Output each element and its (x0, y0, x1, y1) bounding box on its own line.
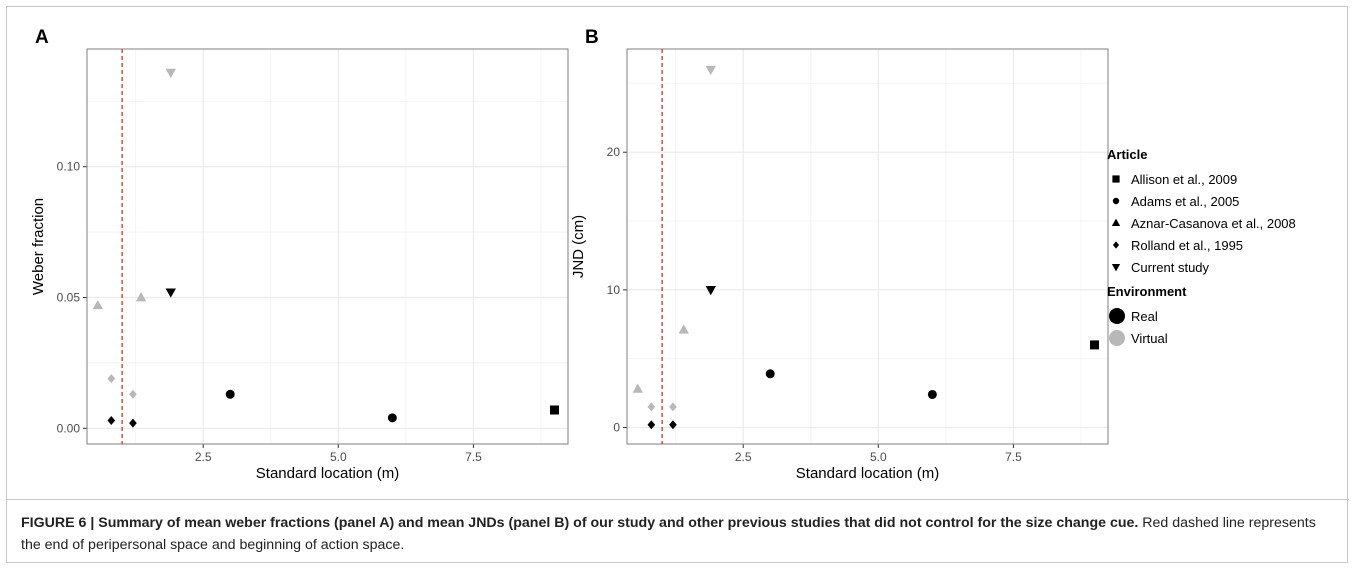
x-tick-label: 2.5 (735, 450, 752, 464)
data-point (165, 68, 176, 78)
data-point (647, 402, 656, 412)
legend-label: Virtual (1131, 330, 1168, 346)
legend-article-title: Article (1107, 147, 1148, 162)
data-point (678, 324, 689, 334)
data-point (669, 420, 677, 430)
data-point (135, 292, 147, 302)
data-point (1089, 340, 1099, 350)
legend-marker (1109, 330, 1125, 346)
panel-b-letter: B (585, 27, 599, 48)
caption-bold: FIGURE 6 | Summary of mean weber fractio… (21, 515, 1139, 531)
x-axis-label: Standard location (m) (796, 465, 939, 482)
legend-key (1112, 197, 1120, 205)
legend-item: Real (1107, 305, 1296, 327)
x-axis-label: Standard location (m) (256, 465, 399, 482)
data-point (549, 405, 559, 415)
caption-text: Red dashed line represents the end of pe… (21, 515, 1316, 553)
data-point (92, 299, 103, 310)
legend-item: Aznar-Casanova et al., 2008 (1107, 212, 1296, 234)
legend-label: Current study (1131, 259, 1210, 275)
panel-border (86, 48, 569, 445)
data-point (387, 413, 397, 423)
legend-marker (1112, 241, 1120, 249)
chart-canvas: 2.5 5.0 7.5 0.00 0.05 0.10 Standard location (… (30, 48, 1109, 482)
legend-marker (1111, 218, 1121, 227)
data-point (765, 369, 775, 379)
data-point (647, 420, 656, 430)
legend-marker (1112, 197, 1120, 205)
legend-key (1111, 263, 1121, 272)
legend-item: Current study (1107, 256, 1296, 278)
y-tick-label: 10 (607, 283, 621, 297)
legend-item: Adams et al., 2005 (1107, 190, 1296, 212)
legend-marker (1112, 175, 1120, 183)
data-point (107, 415, 116, 425)
x-tick-label: 2.5 (195, 450, 212, 464)
panel-b-plot: 2.5 5.0 7.5 0 10 20 Standard location (m) JND (… (570, 48, 1109, 482)
legend-key (1109, 308, 1125, 324)
legend-key (1111, 218, 1121, 227)
legend-item: Rolland et al., 1995 (1107, 234, 1296, 256)
legend-key (1112, 175, 1120, 183)
data-point (165, 288, 176, 298)
y-tick-label: 0 (613, 420, 620, 434)
legend-item: Virtual (1107, 327, 1296, 349)
legend-label: Aznar-Casanova et al., 2008 (1131, 215, 1296, 231)
figure-caption: FIGURE 6 | Summary of mean weber fractio… (7, 499, 1349, 564)
legend: Article Allison et al., 2009 Adams et al.… (1107, 147, 1296, 349)
panel-a-letter: A (35, 27, 49, 48)
legend-environment-title: Environment (1107, 284, 1187, 299)
legend-marker (1109, 308, 1125, 324)
data-point (225, 389, 235, 399)
legend-label: Adams et al., 2005 (1131, 193, 1240, 209)
panel-a-plot: 2.5 5.0 7.5 0.00 0.05 0.10 Standard location (… (30, 48, 569, 482)
y-tick-label: 0.05 (57, 291, 81, 305)
data-point (632, 383, 643, 393)
x-tick-label: 5.0 (330, 450, 347, 464)
data-point (107, 374, 116, 384)
x-tick-label: 7.5 (1005, 450, 1022, 464)
data-point (669, 402, 677, 412)
y-axis-label: JND (cm) (570, 215, 587, 278)
y-tick-label: 20 (607, 145, 621, 159)
data-point (705, 65, 716, 76)
data-point (927, 389, 937, 399)
legend-label: Rolland et al., 1995 (1131, 237, 1244, 253)
legend-marker (1111, 263, 1121, 272)
y-tick-label: 0.10 (57, 160, 81, 174)
panel-border (626, 48, 1109, 445)
figure-frame: 2.5 5.0 7.5 0.00 0.05 0.10 Standard location (… (6, 6, 1349, 564)
legend-item: Allison et al., 2009 (1107, 168, 1296, 190)
x-tick-label: 7.5 (465, 450, 482, 464)
data-point (705, 286, 716, 296)
legend-key (1109, 330, 1125, 346)
legend-label: Allison et al., 2009 (1131, 171, 1238, 187)
legend-label: Real (1131, 308, 1158, 324)
legend-key (1112, 241, 1120, 249)
y-tick-label: 0.00 (57, 421, 81, 435)
x-tick-label: 5.0 (870, 450, 887, 464)
y-axis-label: Weber fraction (30, 198, 47, 295)
